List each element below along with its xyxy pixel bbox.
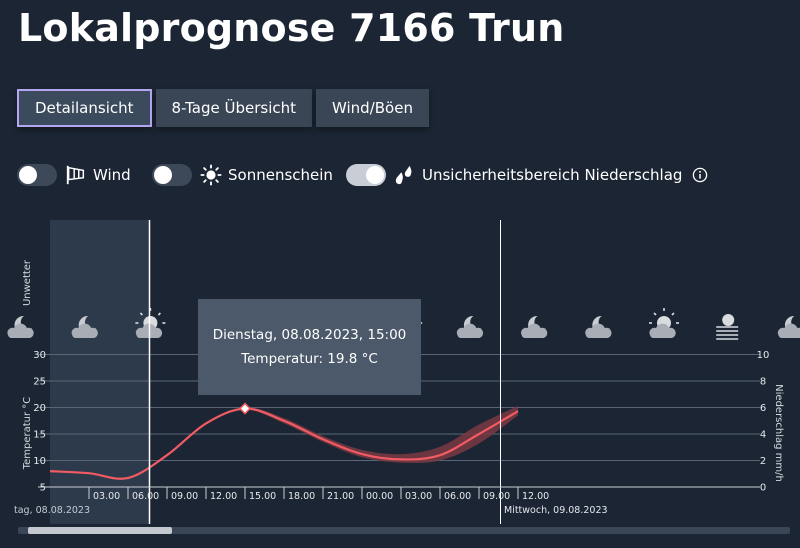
unsicherheitsbereich-toggle[interactable]: [346, 164, 386, 186]
y2-tick-label: 6: [760, 403, 766, 414]
x-tick-label: 12.00: [522, 491, 549, 502]
uncertainty-band: [50, 405, 518, 479]
cloud-moon-icon: [521, 315, 548, 338]
temperature-series-line: [49, 407, 519, 480]
cloud-shape: [71, 323, 98, 338]
unwetter-label: Unwetter: [22, 259, 33, 306]
y-axis-label: Temperatur °C: [22, 397, 33, 471]
raindrops-icon: [395, 165, 412, 185]
cloud-moon-icon: [777, 315, 800, 338]
y-tick-label: 20: [33, 403, 46, 414]
chart-tooltip: Dienstag, 08.08.2023, 15:00 Temperatur: …: [198, 299, 421, 395]
y2-tick-label: 0: [760, 483, 766, 494]
x-tick-label: 06.00: [132, 491, 159, 502]
unsicherheitsbereich-toggle-label: Unsicherheitsbereich Niederschlag: [422, 166, 683, 184]
x-tick-label: 06.00: [444, 491, 471, 502]
cloud-moon-icon: [585, 315, 612, 338]
highlighted-data-point: [238, 402, 252, 415]
wind-toggle-label: Wind: [93, 166, 131, 184]
y2-tick-label: 8: [760, 377, 766, 388]
x-tick-label: 00.00: [366, 491, 393, 502]
windsock-icon: [66, 165, 85, 185]
y-tick-label: 30: [33, 350, 46, 361]
sun-ray: [139, 312, 143, 316]
cloud-moon-icon: [7, 315, 34, 338]
x-tick-label: 09.00: [483, 491, 510, 502]
cloud-shape: [649, 323, 676, 338]
y2-tick-label: 10: [757, 350, 770, 361]
x-tick-label: 03.00: [93, 491, 120, 502]
cloud-sun-icon: [649, 308, 679, 338]
x-tick-label: 03.00: [405, 491, 432, 502]
sonnenschein-toggle-label: Sonnenschein: [228, 166, 333, 184]
y-tick-label: 5: [40, 483, 46, 494]
x-tick-label: 09.00: [171, 491, 198, 502]
tab-8-tage-uebersicht[interactable]: 8-Tage Übersicht: [155, 89, 312, 127]
x-tick-label: 18.00: [288, 491, 315, 502]
tooltip-date: Dienstag, 08.08.2023, 15:00: [212, 327, 407, 343]
x-tick-label: 12.00: [210, 491, 237, 502]
temperature-chart-svg: 5 10 15 20 25 30 0 2 4 6 8 10 03.00 06.00 09.00 12.00 15…: [7, 220, 800, 524]
page-title: Lokalprognose 7166 Trun: [18, 6, 565, 50]
forecast-chart: 5 10 15 20 25 30 0 2 4 6 8 10 03.00 06.00 09.00 12.00 15…: [0, 220, 800, 544]
sun-ray: [671, 312, 675, 316]
cloud-moon-icon: [71, 315, 98, 338]
y-tick-label: 10: [33, 456, 46, 467]
sun-icon: [200, 164, 222, 186]
chart-scrollbar[interactable]: [18, 527, 790, 534]
view-tabs: Detailansicht 8-Tage Übersicht Wind/Böen: [17, 89, 429, 127]
sonnenschein-toggle[interactable]: [152, 164, 192, 186]
x-tick-label: 21.00: [327, 491, 354, 502]
x-tick-label: 15.00: [249, 491, 276, 502]
sun-toggle-group: Sonnenschein: [152, 162, 333, 188]
sun-ray: [653, 312, 657, 316]
y-tick-label: 25: [33, 377, 46, 388]
day-label: Mittwoch, 09.08.2023: [504, 505, 608, 516]
uncertainty-toggle-group: Unsicherheitsbereich Niederschlag: [346, 162, 708, 188]
y2-tick-label: 4: [760, 430, 766, 441]
cloud-moon-icon: [456, 315, 484, 338]
tab-detailansicht[interactable]: Detailansicht: [17, 89, 152, 127]
day-label: tag, 08.08.2023: [14, 505, 90, 516]
fog-sun-icon: [716, 314, 739, 340]
tab-wind-boeen[interactable]: Wind/Böen: [316, 89, 429, 127]
sun-shape: [722, 314, 735, 326]
cloud-shape: [777, 323, 800, 338]
scrollbar-thumb[interactable]: [28, 527, 172, 534]
cloud-shape: [521, 323, 548, 338]
cloud-shape: [7, 323, 34, 338]
sun-ray: [157, 312, 161, 316]
tooltip-temperature: Temperatur: 19.8 °C: [241, 351, 378, 367]
chart-toggles: Wind Sonnenschein Unsicherheitsbereich N…: [17, 162, 737, 188]
cloud-shape: [456, 323, 484, 338]
y-tick-label: 15: [33, 430, 46, 441]
y2-tick-label: 2: [760, 456, 766, 467]
info-icon[interactable]: [692, 167, 708, 183]
past-time-shading: [50, 220, 150, 524]
y2-axis-label: Niederschlag mm/h: [773, 384, 784, 482]
cloud-shape: [585, 323, 612, 338]
wind-toggle-group: Wind: [17, 162, 131, 188]
wind-toggle[interactable]: [17, 164, 57, 186]
